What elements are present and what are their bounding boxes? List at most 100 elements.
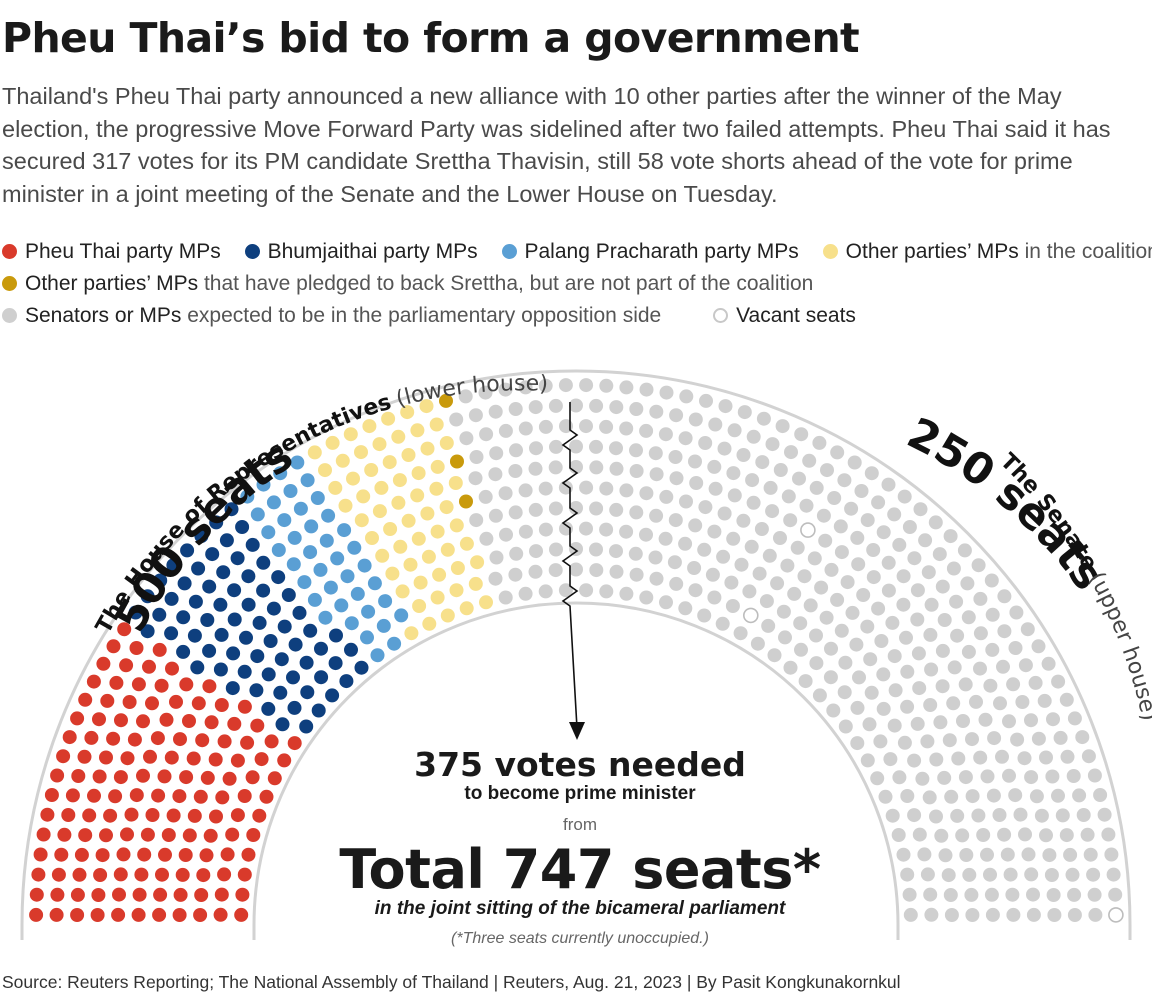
seat-dot	[199, 848, 214, 863]
seat-dot	[412, 599, 427, 613]
seat-dot	[589, 439, 603, 454]
seat-dot	[458, 389, 473, 404]
seat-dot	[678, 536, 693, 551]
seat-dot	[338, 498, 353, 513]
seat-dot	[746, 495, 761, 510]
seat-dot	[951, 751, 966, 766]
seat-dot	[698, 436, 713, 450]
seat-dot	[346, 471, 360, 486]
seat-dot	[241, 847, 256, 862]
seat-dot	[1046, 888, 1061, 902]
seat-dot	[87, 788, 101, 803]
seat-dot	[325, 435, 340, 450]
seat-dot	[619, 483, 634, 498]
seat-dot	[912, 681, 927, 696]
seat-dot	[984, 573, 999, 588]
seat-dot	[164, 626, 179, 641]
seat-dot	[911, 646, 926, 661]
seat-dot	[669, 576, 684, 591]
seat-dot	[1018, 827, 1032, 842]
seat-dot	[1086, 867, 1101, 882]
seat-dot	[767, 648, 782, 663]
seat-dot	[498, 423, 513, 438]
seat-dot	[469, 513, 484, 528]
seat-dot	[958, 677, 973, 692]
seat-dot	[946, 561, 961, 576]
seat-dot	[892, 537, 907, 552]
seat-dot	[984, 887, 999, 902]
seat-dot	[340, 569, 355, 584]
seat-dot	[420, 441, 435, 456]
seat-dot	[374, 480, 389, 495]
seat-dot	[824, 562, 839, 577]
seat-dot	[750, 636, 765, 651]
seat-dots	[29, 378, 1124, 923]
seat-dot	[1044, 868, 1059, 882]
seat-dot	[114, 713, 128, 728]
seat-dot	[937, 613, 952, 627]
seat-dot	[140, 589, 155, 604]
seat-dot	[195, 733, 210, 748]
seat-dot	[599, 584, 614, 599]
seat-dot	[896, 569, 911, 584]
seat-dot	[153, 573, 168, 588]
seat-dot	[200, 613, 215, 627]
seat-dot	[1029, 789, 1044, 804]
seat-dot	[116, 847, 131, 862]
seat-dot	[910, 583, 925, 598]
seat-dot	[922, 790, 937, 805]
seat-dot	[840, 575, 855, 590]
seat-dot	[290, 455, 305, 470]
seat-dot	[891, 828, 906, 842]
seat-dot	[913, 502, 928, 517]
seat-dot	[707, 590, 722, 605]
seat-dot	[962, 867, 977, 882]
seat-dot	[955, 828, 970, 843]
seat-dot	[569, 542, 583, 556]
seat-dot	[699, 393, 713, 408]
seat-dot	[688, 518, 703, 533]
seat-dot	[548, 501, 563, 516]
seat-dot	[1020, 622, 1035, 637]
seat-dot	[589, 563, 604, 578]
seat-dot	[271, 543, 286, 557]
seat-dot	[876, 525, 891, 540]
seat-dot	[992, 808, 1007, 822]
seat-dot	[318, 463, 332, 478]
seat-dot	[619, 380, 634, 395]
seat-dot	[961, 610, 976, 625]
seat-dot	[629, 505, 644, 520]
seat-dot	[119, 658, 134, 673]
seat-dot	[912, 827, 927, 842]
seat-dot	[920, 734, 935, 749]
seat-dot	[887, 718, 902, 733]
seat-dot	[498, 486, 513, 501]
seat-dot	[318, 610, 333, 625]
seat-dot	[838, 655, 853, 670]
seat-dot	[70, 887, 85, 902]
seat-dot	[778, 630, 792, 645]
seat-dot	[775, 419, 790, 434]
seat-dot	[237, 699, 252, 714]
seat-dot	[688, 583, 703, 598]
seat-dot	[509, 546, 524, 561]
seat-dot	[971, 808, 986, 823]
seat-dot	[910, 612, 925, 627]
seat-dot	[708, 481, 723, 496]
seat-dot	[776, 604, 791, 619]
seat-dot	[245, 770, 260, 785]
seat-dot	[239, 630, 253, 645]
seat-dot	[881, 583, 896, 598]
seat-dot	[175, 867, 190, 882]
seat-dot	[1055, 808, 1070, 823]
seat-dot	[488, 467, 503, 482]
seat-dot	[921, 565, 936, 580]
seat-dot	[619, 586, 634, 601]
seat-dot	[1037, 693, 1052, 708]
seat-dot	[629, 402, 644, 416]
seat-dot	[230, 551, 245, 566]
seat-dot	[997, 624, 1012, 639]
seat-dot	[440, 608, 455, 623]
seat-dot	[1072, 788, 1087, 803]
seat-dot	[876, 667, 891, 682]
